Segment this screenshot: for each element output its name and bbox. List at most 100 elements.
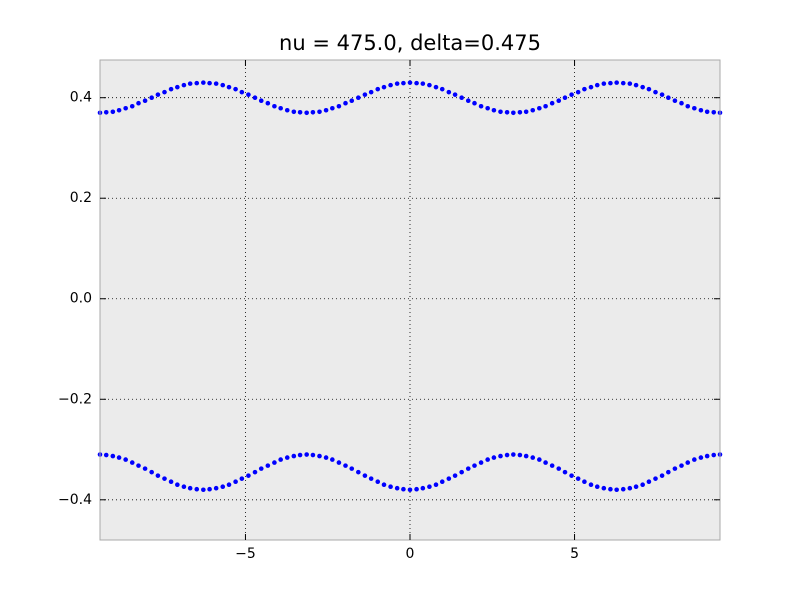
data-point <box>207 80 212 86</box>
data-point <box>446 476 452 481</box>
data-point <box>511 110 516 116</box>
data-point <box>284 455 290 460</box>
data-point <box>136 463 141 468</box>
data-point <box>310 452 316 458</box>
data-point <box>110 109 116 115</box>
data-point <box>446 89 452 95</box>
data-point <box>149 95 154 100</box>
data-point <box>187 485 193 491</box>
data-point <box>640 482 645 488</box>
data-point <box>129 460 135 465</box>
data-point <box>129 103 135 109</box>
data-point <box>582 86 587 92</box>
data-point <box>175 482 180 488</box>
data-point <box>498 453 503 459</box>
data-point <box>401 80 406 86</box>
data-point <box>123 105 128 111</box>
data-point <box>627 81 633 86</box>
data-point <box>226 84 232 90</box>
data-point <box>343 463 348 468</box>
data-point <box>233 479 238 484</box>
data-point <box>368 476 374 481</box>
data-point <box>162 476 167 481</box>
data-point <box>323 455 329 460</box>
data-point <box>472 463 477 468</box>
data-point <box>659 92 665 97</box>
data-point <box>414 80 419 86</box>
data-point <box>427 484 432 490</box>
data-point <box>258 98 264 104</box>
data-point <box>187 81 193 86</box>
data-point <box>640 84 645 90</box>
data-point <box>562 95 568 100</box>
data-point <box>653 89 658 95</box>
data-point <box>175 84 180 90</box>
data-point <box>233 86 238 92</box>
data-point <box>388 82 393 88</box>
data-point <box>226 482 232 488</box>
data-point <box>433 482 439 488</box>
data-point <box>672 98 678 104</box>
data-point <box>556 466 562 471</box>
data-point <box>155 92 161 97</box>
data-point <box>116 455 122 460</box>
data-point <box>465 466 471 471</box>
data-point <box>478 103 484 109</box>
data-point <box>239 476 245 481</box>
data-point <box>537 105 542 111</box>
data-point <box>601 81 607 86</box>
data-point <box>704 453 710 459</box>
data-point <box>588 84 594 90</box>
data-point <box>394 485 400 491</box>
data-point <box>608 486 613 492</box>
data-point <box>349 466 355 471</box>
data-point <box>116 107 122 113</box>
data-point <box>258 466 264 471</box>
data-point <box>407 80 413 85</box>
data-point <box>478 460 484 465</box>
data-point <box>711 109 717 115</box>
y-tick-label: 0.0 <box>70 291 92 307</box>
x-tick-label: 5 <box>570 546 579 562</box>
data-point <box>181 484 187 490</box>
data-point <box>491 107 497 113</box>
data-point <box>375 86 381 92</box>
data-point <box>452 473 458 478</box>
data-point <box>704 109 710 115</box>
data-point <box>388 484 393 490</box>
data-point <box>672 466 678 471</box>
data-point <box>530 107 536 113</box>
x-tick-label: −5 <box>235 546 256 562</box>
data-point <box>517 109 523 115</box>
data-point <box>297 452 303 458</box>
y-tick-label: −0.4 <box>58 492 92 508</box>
data-point <box>381 482 387 488</box>
y-tick-label: 0.4 <box>70 90 92 106</box>
data-point <box>246 92 251 97</box>
data-point <box>459 469 464 475</box>
data-point <box>291 453 297 459</box>
data-point <box>265 100 271 106</box>
data-point <box>549 463 555 468</box>
data-point <box>685 103 691 109</box>
data-point <box>711 452 717 458</box>
data-point <box>452 92 458 97</box>
data-point <box>149 469 154 475</box>
data-point <box>627 485 633 491</box>
data-point <box>343 100 348 106</box>
data-point <box>653 476 658 481</box>
data-point <box>698 455 704 460</box>
data-point <box>310 109 316 115</box>
data-point <box>556 98 562 104</box>
y-tick-label: 0.2 <box>70 190 92 206</box>
data-point <box>304 452 309 457</box>
chart-title: nu = 475.0, delta=0.475 <box>279 31 541 55</box>
data-point <box>123 457 128 462</box>
data-point <box>543 103 548 109</box>
data-point <box>278 105 283 111</box>
data-point <box>356 469 361 475</box>
data-point <box>485 457 490 462</box>
data-point <box>155 473 161 478</box>
data-point <box>633 82 639 88</box>
